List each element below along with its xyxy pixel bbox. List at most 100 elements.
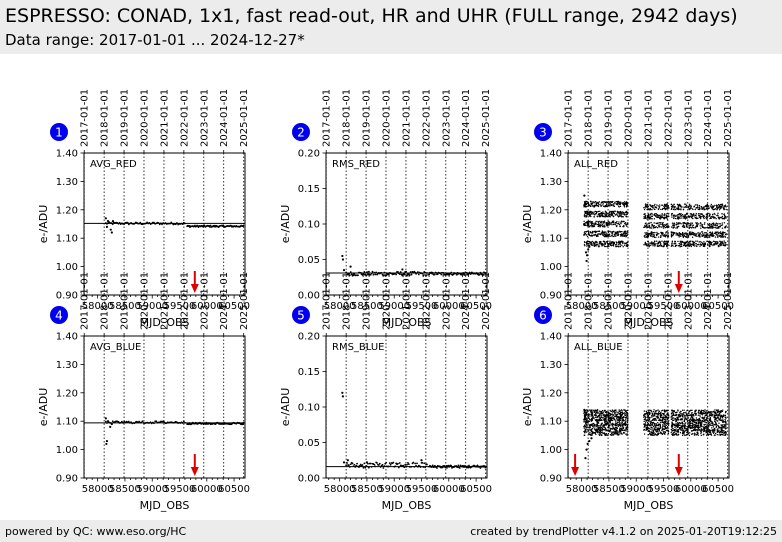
data-point bbox=[619, 233, 622, 236]
data-point bbox=[654, 425, 657, 427]
data-point bbox=[659, 204, 661, 206]
data-point bbox=[659, 223, 662, 225]
data-point bbox=[645, 204, 647, 207]
data-point bbox=[592, 234, 594, 237]
data-point bbox=[659, 424, 662, 427]
data-point bbox=[585, 413, 588, 415]
data-point bbox=[625, 215, 627, 218]
data-point bbox=[590, 200, 592, 203]
outlier-point bbox=[342, 269, 346, 272]
data-point bbox=[590, 413, 592, 416]
data-point bbox=[623, 206, 626, 208]
data-point bbox=[655, 416, 658, 418]
data-point bbox=[381, 463, 384, 466]
x-tick-label: 59500 bbox=[648, 301, 680, 312]
data-point bbox=[713, 244, 716, 246]
data-point bbox=[671, 212, 673, 215]
data-point bbox=[664, 431, 667, 434]
data-point bbox=[691, 236, 694, 238]
outlier-point bbox=[365, 461, 369, 464]
data-point bbox=[657, 419, 660, 421]
data-point bbox=[608, 419, 610, 421]
data-point bbox=[716, 208, 718, 211]
x-tick-label: 58000 bbox=[82, 484, 114, 495]
data-point bbox=[647, 422, 650, 425]
data-point bbox=[650, 426, 653, 429]
data-point bbox=[614, 411, 616, 414]
data-point bbox=[592, 242, 594, 244]
data-point bbox=[646, 203, 649, 206]
page-title: ESPRESSO: CONAD, 1x1, fast read-out, HR … bbox=[5, 5, 738, 27]
data-point bbox=[714, 236, 717, 238]
data-point bbox=[652, 425, 655, 428]
data-point bbox=[609, 417, 612, 419]
data-point bbox=[584, 427, 586, 429]
data-point bbox=[687, 245, 689, 247]
date-tick-label: 2020-01-01 bbox=[623, 272, 634, 330]
data-point bbox=[610, 235, 612, 238]
y-tick-label: 1.00 bbox=[56, 262, 78, 273]
data-point bbox=[174, 223, 177, 226]
data-point bbox=[663, 203, 666, 206]
data-point bbox=[614, 235, 616, 237]
data-point bbox=[608, 245, 610, 247]
data-point bbox=[585, 216, 588, 218]
data-point bbox=[624, 242, 627, 245]
data-point bbox=[696, 245, 698, 248]
data-point bbox=[685, 233, 687, 236]
data-point bbox=[651, 423, 653, 425]
outlier-point bbox=[111, 220, 115, 223]
data-point bbox=[719, 226, 721, 228]
data-point bbox=[710, 242, 712, 244]
data-point bbox=[413, 465, 416, 468]
data-point bbox=[585, 234, 588, 236]
data-point bbox=[598, 420, 600, 422]
data-point bbox=[618, 221, 620, 223]
data-point bbox=[621, 427, 623, 430]
data-point bbox=[647, 234, 650, 237]
data-point bbox=[710, 225, 712, 227]
data-point bbox=[679, 215, 681, 218]
data-point bbox=[597, 411, 599, 413]
data-point bbox=[650, 421, 653, 424]
data-point bbox=[661, 427, 664, 429]
data-point bbox=[643, 410, 646, 412]
date-tick-label: 2020-01-01 bbox=[139, 272, 150, 330]
data-point bbox=[713, 232, 716, 235]
data-point bbox=[591, 419, 593, 422]
data-point bbox=[616, 241, 618, 244]
data-point bbox=[670, 431, 672, 434]
data-point bbox=[588, 212, 591, 214]
data-point bbox=[590, 410, 592, 412]
data-point bbox=[595, 240, 597, 243]
data-point bbox=[605, 232, 607, 235]
data-point bbox=[648, 244, 650, 246]
data-point bbox=[693, 227, 695, 229]
data-point bbox=[346, 462, 349, 464]
data-point bbox=[704, 242, 707, 244]
x-tick-label: 59500 bbox=[164, 484, 196, 495]
data-point bbox=[720, 217, 722, 219]
data-point bbox=[618, 214, 621, 216]
data-point bbox=[584, 431, 586, 434]
data-point bbox=[618, 422, 621, 425]
data-point bbox=[597, 210, 600, 213]
data-point bbox=[670, 205, 673, 208]
data-point bbox=[663, 410, 666, 412]
data-point bbox=[583, 215, 586, 217]
data-point bbox=[697, 414, 700, 416]
data-point bbox=[701, 213, 703, 215]
data-point bbox=[597, 221, 600, 223]
data-point bbox=[712, 208, 714, 211]
data-point bbox=[654, 203, 656, 206]
data-point bbox=[612, 415, 614, 417]
data-point bbox=[425, 274, 427, 277]
data-point bbox=[665, 424, 667, 427]
data-point bbox=[661, 418, 664, 420]
data-point bbox=[666, 245, 668, 248]
data-point bbox=[681, 409, 684, 411]
data-point bbox=[602, 203, 604, 205]
data-point bbox=[585, 431, 588, 433]
data-point bbox=[695, 242, 697, 245]
data-point bbox=[614, 431, 617, 434]
